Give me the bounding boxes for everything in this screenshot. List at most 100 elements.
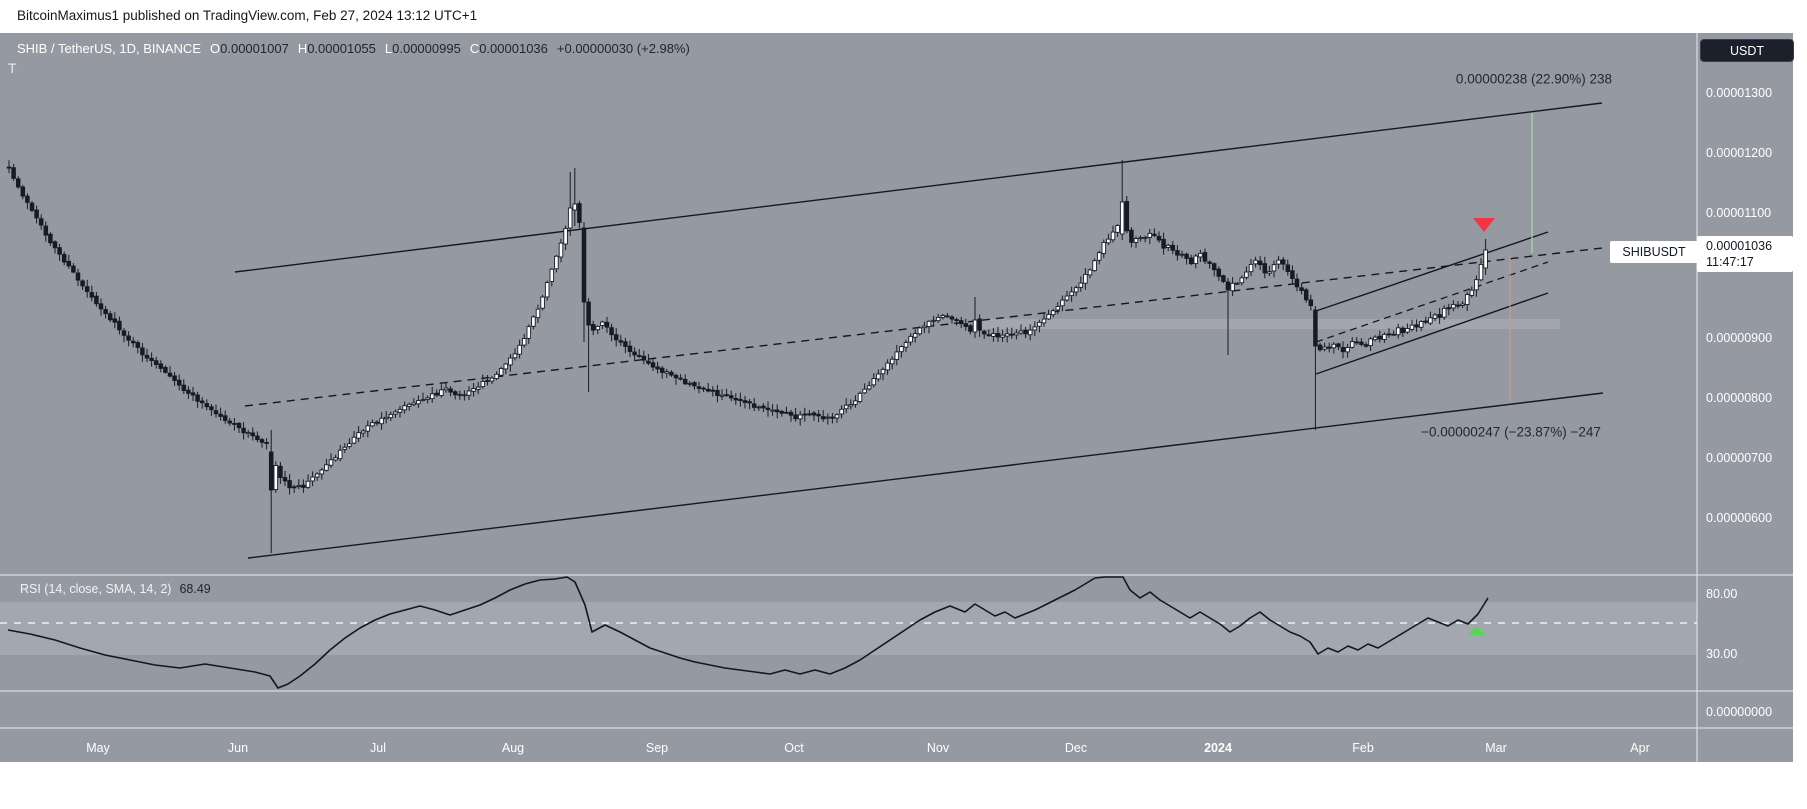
channel-upper-trendline[interactable] (234, 102, 1603, 273)
channel-lower-trendline[interactable] (247, 392, 1604, 559)
candle-body (328, 459, 334, 466)
small-channel-lower[interactable] (1315, 292, 1549, 375)
candle-body (1405, 328, 1410, 333)
currency-toggle-button[interactable]: USDT (1700, 39, 1794, 62)
candle-body (130, 340, 136, 344)
candle-body (388, 413, 394, 419)
candle-body (1386, 333, 1392, 336)
candle-body (167, 372, 173, 377)
measure-up-label[interactable]: 0.00000238 (22.90%) 238 (1455, 71, 1613, 87)
candle-body (917, 327, 923, 335)
candle-body (636, 355, 642, 357)
small-channel-midline[interactable] (1315, 261, 1549, 343)
candle-body (342, 446, 348, 450)
candle-body (1037, 321, 1042, 327)
time-axis-label: 2024 (1204, 741, 1232, 755)
symbol-title[interactable]: SHIB / TetherUS, 1D, BINANCE (17, 40, 201, 56)
candle-body (158, 363, 164, 369)
candle-body (650, 362, 656, 368)
candle-body (1455, 304, 1461, 307)
candle-body (1244, 271, 1249, 278)
candle-body (1110, 231, 1116, 241)
candle-body (245, 432, 251, 435)
candle-body (756, 406, 762, 409)
candle-body (365, 425, 371, 432)
candle-body (250, 432, 256, 437)
candle-body (793, 414, 798, 420)
axis-label: 80.00 (1706, 587, 1738, 601)
candle-body (1179, 253, 1185, 256)
sell-signal-icon[interactable] (1473, 218, 1495, 232)
candle-body (466, 390, 472, 396)
candle-body (379, 417, 384, 425)
candle-body (66, 260, 72, 267)
time-axis-label: Dec (1064, 741, 1088, 755)
candle-body (1460, 303, 1465, 306)
candle-body (370, 422, 375, 427)
candle-body (397, 408, 403, 413)
candle-body (163, 366, 168, 373)
candle-body (632, 351, 637, 356)
candle-body (1055, 306, 1061, 311)
candle-body (655, 366, 660, 370)
candle-body (1188, 257, 1194, 265)
candle-body (733, 397, 739, 401)
measure-down-label[interactable]: −0.00000247 (−23.87%) −247 (1421, 424, 1601, 440)
candle-body (1267, 271, 1272, 274)
candle-body (273, 465, 279, 491)
candle-body (1478, 264, 1484, 281)
candle-body (664, 371, 670, 374)
candle-body (862, 388, 867, 394)
candle-body (1115, 225, 1120, 233)
candle-body (439, 389, 444, 396)
candle-body (1483, 249, 1488, 269)
candle-body (1060, 299, 1065, 307)
candle-body (765, 407, 771, 411)
candle-body (1078, 282, 1084, 288)
candle-body (802, 413, 808, 416)
candle-body (1285, 264, 1291, 272)
candle-body (1290, 270, 1295, 280)
candle-body (126, 335, 131, 341)
candle-body (613, 334, 619, 341)
candle-body (876, 373, 881, 380)
candle-body (1014, 332, 1019, 336)
candle-body (1092, 260, 1097, 272)
candle-body (963, 323, 969, 327)
candle-body (1280, 259, 1286, 265)
candle-body (471, 388, 476, 392)
buy-signal-icon[interactable] (1468, 626, 1486, 635)
symbol-header: SHIB / TetherUS, 1D, BINANCE O0.00001007… (17, 39, 690, 57)
rsi-value: 68.49 (179, 582, 211, 596)
support-zone[interactable] (978, 319, 1560, 329)
candle-body (1359, 341, 1364, 345)
candle-body (715, 390, 720, 396)
candle-body (236, 422, 242, 429)
small-channel-upper[interactable] (1315, 231, 1549, 312)
candle-body (889, 358, 895, 365)
candle-body (871, 378, 877, 386)
candle-body (1170, 244, 1176, 251)
candle-body (1041, 318, 1047, 324)
candle-body (25, 195, 30, 203)
candle-body (839, 408, 844, 415)
candle-body (692, 382, 697, 387)
candle-body (986, 334, 992, 337)
candle-body (1428, 317, 1433, 324)
candle-body (1354, 341, 1360, 344)
candle-body (968, 325, 973, 332)
candle-body (1101, 241, 1107, 254)
candle-body (857, 392, 863, 403)
candle-body (866, 385, 872, 390)
dashed-trendline[interactable] (244, 247, 1603, 407)
candle-body (577, 203, 582, 223)
candle-body (1326, 346, 1332, 349)
time-axis-label: Oct (784, 741, 804, 755)
time-axis-label: Apr (1630, 741, 1650, 755)
time-axis-label: Jun (227, 741, 249, 755)
candle-body (724, 394, 729, 397)
candle-body (991, 333, 996, 337)
candle-body (1175, 250, 1180, 256)
rsi-legend[interactable]: RSI (14, close, SMA, 14, 2) 68.49 (20, 582, 211, 596)
candle-body (1372, 336, 1378, 341)
